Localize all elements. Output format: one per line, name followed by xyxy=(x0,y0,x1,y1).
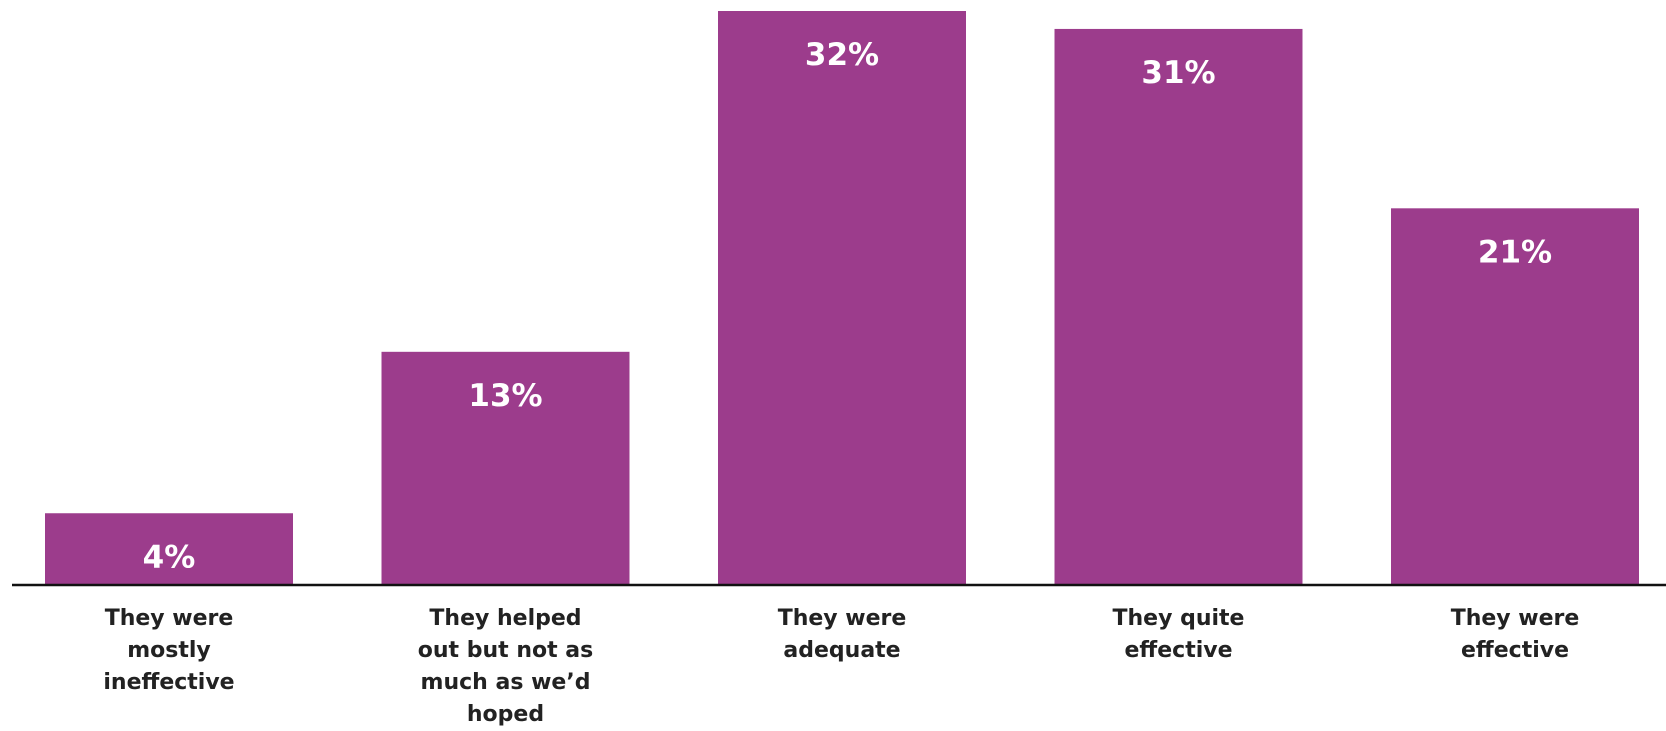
bar-5 xyxy=(1391,208,1639,585)
category-label: They helped out but not as much as we’d … xyxy=(417,606,594,727)
category-label: They were mostly ineffective xyxy=(103,606,235,695)
bar-value-label: 31% xyxy=(1141,55,1215,91)
bar-value-label: 13% xyxy=(468,378,542,414)
bars-group xyxy=(45,11,1639,585)
bar-2 xyxy=(381,351,630,585)
bar-1 xyxy=(45,513,293,585)
bar-value-label: 21% xyxy=(1478,234,1552,270)
data-labels-group: 4% 13% 32% 31% 21% xyxy=(143,37,1552,575)
bar-3 xyxy=(718,11,966,585)
bar-value-label: 32% xyxy=(805,37,879,73)
category-label: They were adequate xyxy=(777,606,907,663)
category-label: They were effective xyxy=(1450,606,1580,663)
category-label: They quite effective xyxy=(1112,606,1245,663)
bar-4 xyxy=(1054,28,1303,585)
bar-value-label: 4% xyxy=(143,539,196,575)
